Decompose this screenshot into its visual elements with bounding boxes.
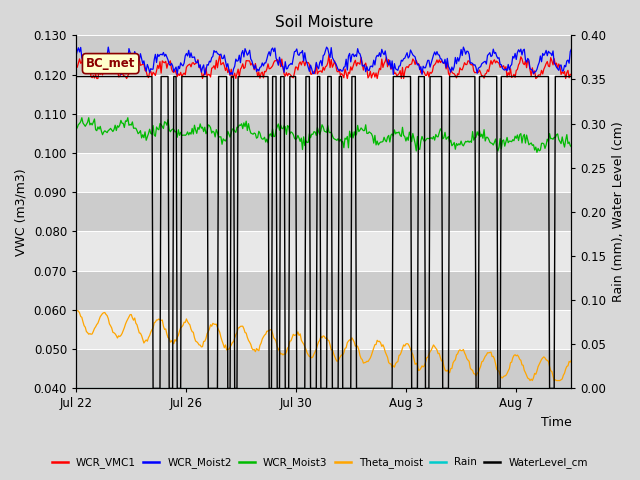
Y-axis label: VWC (m3/m3): VWC (m3/m3) <box>15 168 28 256</box>
Title: Soil Moisture: Soil Moisture <box>275 15 373 30</box>
Bar <box>76 74 572 114</box>
Legend: WCR_VMC1, WCR_Moist2, WCR_Moist3, Theta_moist, Rain, WaterLevel_cm: WCR_VMC1, WCR_Moist2, WCR_Moist3, Theta_… <box>48 453 592 472</box>
Bar <box>76 271 572 310</box>
Bar <box>76 36 572 74</box>
Bar <box>76 231 572 271</box>
X-axis label: Time: Time <box>541 416 572 429</box>
Bar <box>76 192 572 231</box>
Bar <box>76 114 572 153</box>
Bar <box>76 310 572 349</box>
Bar <box>76 153 572 192</box>
Text: BC_met: BC_met <box>86 57 136 70</box>
Y-axis label: Rain (mm), Water Level (cm): Rain (mm), Water Level (cm) <box>612 121 625 302</box>
Bar <box>76 349 572 388</box>
